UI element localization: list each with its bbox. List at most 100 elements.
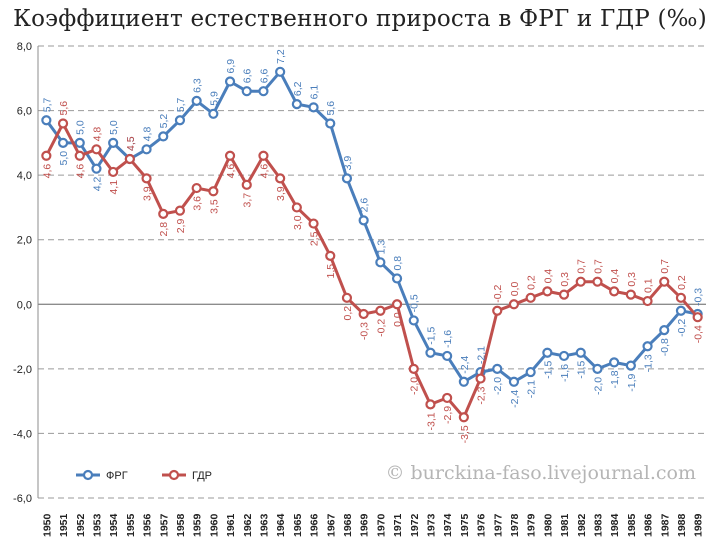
data-label: 3,5 bbox=[208, 199, 220, 214]
data-point bbox=[375, 305, 386, 316]
data-point bbox=[341, 292, 353, 303]
data-point bbox=[609, 357, 620, 368]
data-label: -1,5 bbox=[576, 361, 588, 379]
x-tick-label: 1980 bbox=[542, 513, 554, 537]
data-point bbox=[208, 186, 219, 197]
data-point bbox=[74, 150, 85, 161]
data-label: -2,4 bbox=[509, 390, 521, 408]
data-point bbox=[675, 305, 687, 316]
data-point bbox=[592, 276, 603, 287]
y-axis-ticks: 8,0 6,0 4,0 2,0 0,0 -2,0 -4,0 -6,0 bbox=[13, 41, 32, 505]
data-label: 4,5 bbox=[125, 136, 137, 151]
data-label: -0,2 bbox=[676, 319, 688, 337]
data-point bbox=[458, 412, 469, 423]
data-label: -0,5 bbox=[409, 294, 421, 312]
data-label: 0,3 bbox=[626, 272, 638, 287]
data-label: 3,7 bbox=[242, 193, 254, 208]
data-labels: 5,7 5,0 5,0 4,2 5,0 4,5 4,8 5,2 5,7 6,3 5,9 6,9 6,6 6… bbox=[41, 49, 704, 443]
grid-lines bbox=[38, 45, 706, 499]
x-tick-label: 1975 bbox=[459, 513, 471, 537]
x-tick-label: 1986 bbox=[643, 513, 655, 537]
data-point bbox=[408, 315, 419, 326]
data-point bbox=[458, 376, 469, 387]
series-line-frg bbox=[45, 70, 698, 384]
data-label: -2,0 bbox=[492, 377, 504, 395]
data-label: 0,0 bbox=[509, 282, 521, 297]
data-point bbox=[575, 276, 586, 287]
data-label: -0,8 bbox=[659, 338, 671, 356]
x-tick-label: 1982 bbox=[576, 513, 588, 537]
legend-label: ФРГ bbox=[106, 470, 128, 482]
data-point bbox=[542, 286, 553, 297]
data-label: -0,3 bbox=[359, 322, 371, 340]
data-point bbox=[558, 289, 570, 300]
data-label: 0,0 bbox=[392, 312, 404, 327]
data-label: 5,0 bbox=[75, 120, 87, 135]
data-label: 4,5 bbox=[125, 136, 137, 151]
data-point bbox=[442, 350, 453, 362]
data-point bbox=[425, 347, 436, 358]
data-point bbox=[675, 292, 687, 303]
data-label: -1,5 bbox=[425, 326, 437, 344]
data-label: 0,4 bbox=[542, 269, 554, 284]
data-point bbox=[609, 286, 620, 297]
data-label: -1,5 bbox=[542, 361, 554, 379]
data-label: 1,3 bbox=[375, 240, 387, 255]
x-tick-label: 1984 bbox=[609, 513, 621, 537]
y-tick-label: -6,0 bbox=[13, 493, 32, 505]
data-point bbox=[258, 150, 269, 161]
x-tick-label: 1969 bbox=[359, 513, 371, 537]
x-tick-label: 1973 bbox=[425, 513, 437, 537]
data-point bbox=[108, 137, 119, 148]
data-point bbox=[224, 150, 236, 161]
data-point bbox=[275, 66, 286, 77]
data-label: 5,0 bbox=[108, 120, 120, 135]
data-point bbox=[124, 153, 135, 165]
data-point bbox=[692, 312, 703, 323]
data-label: 4,8 bbox=[91, 127, 103, 142]
data-label: 6,6 bbox=[242, 68, 254, 83]
data-point bbox=[141, 173, 152, 184]
legend-marker bbox=[168, 469, 180, 481]
data-point bbox=[625, 289, 636, 300]
data-label: -1,9 bbox=[626, 373, 638, 391]
data-label: 5,6 bbox=[325, 101, 337, 116]
data-label: -2,1 bbox=[476, 346, 488, 364]
data-point bbox=[575, 347, 586, 358]
watermark-text: © burckina-faso.livejournal.com bbox=[385, 462, 696, 484]
data-point bbox=[508, 299, 520, 310]
data-label: 5,7 bbox=[175, 98, 187, 113]
data-label: 4,6 bbox=[41, 164, 53, 179]
data-label: 3,9 bbox=[342, 156, 354, 171]
legend-label: ГДР bbox=[192, 470, 212, 482]
data-point bbox=[542, 347, 553, 358]
data-point bbox=[525, 292, 536, 303]
data-label: 4,2 bbox=[91, 177, 103, 192]
x-tick-label: 1983 bbox=[592, 513, 604, 537]
data-label: 7,2 bbox=[275, 49, 287, 64]
data-label: 0,7 bbox=[592, 259, 604, 274]
data-label: 4,6 bbox=[75, 164, 87, 179]
y-tick-label: -4,0 bbox=[13, 428, 32, 440]
y-tick-label: 2,0 bbox=[17, 235, 32, 247]
data-label: 6,2 bbox=[292, 81, 304, 96]
data-label: 1,5 bbox=[325, 264, 337, 279]
data-point bbox=[341, 173, 353, 184]
data-label: -1,6 bbox=[442, 330, 454, 348]
data-point bbox=[592, 363, 603, 374]
data-point bbox=[391, 299, 403, 310]
data-point bbox=[74, 137, 85, 148]
data-point bbox=[108, 166, 119, 178]
data-label: 4,1 bbox=[108, 180, 120, 195]
y-tick-label: 8,0 bbox=[17, 41, 32, 53]
data-label: 5,7 bbox=[41, 98, 53, 113]
data-point bbox=[625, 360, 636, 371]
data-label: 2,5 bbox=[309, 231, 321, 246]
data-point bbox=[358, 215, 369, 226]
data-label: 5,9 bbox=[208, 91, 220, 106]
data-label: 3,9 bbox=[142, 186, 154, 201]
x-axis-ticks: 1950 1951 1952 1953 1954 1955 1956 1957 1958 1959… bbox=[41, 513, 704, 537]
x-tick-label: 1964 bbox=[275, 513, 287, 537]
data-label: 2,6 bbox=[359, 198, 371, 213]
x-tick-label: 1979 bbox=[526, 513, 538, 537]
